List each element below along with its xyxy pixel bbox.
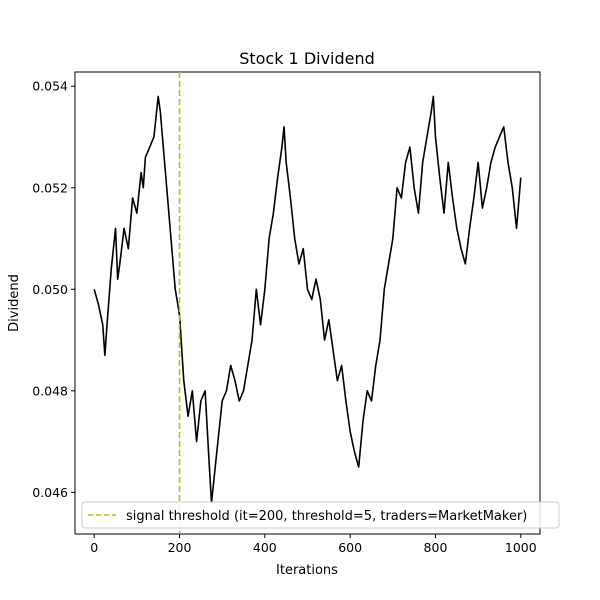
dividend-line (93, 95, 522, 504)
y-axis-label: Dividend (7, 274, 22, 332)
x-tick-label-0: 0 (90, 540, 98, 555)
y-tick-label-0.054: 0.054 (32, 79, 68, 94)
legend-label: signal threshold (it=200, threshold=5, t… (126, 509, 527, 524)
y-tick-label-0.050: 0.050 (32, 282, 68, 297)
y-tick-label-0.048: 0.048 (32, 383, 68, 398)
x-tick-label-1000: 1000 (505, 540, 537, 555)
y-tick-label-0.046: 0.046 (32, 485, 68, 500)
legend: signal threshold (it=200, threshold=5, t… (81, 501, 560, 529)
plot-frame (74, 71, 541, 535)
x-tick-label-200: 200 (168, 540, 192, 555)
y-tick-label-0.052: 0.052 (32, 180, 68, 195)
x-tick-label-800: 800 (424, 540, 448, 555)
plot-area (74, 71, 541, 535)
x-tick-label-400: 400 (253, 540, 277, 555)
series-layer (93, 72, 522, 534)
legend-box (81, 501, 560, 529)
x-axis-label: Iterations (276, 563, 338, 578)
chart-title: Stock 1 Dividend (239, 49, 375, 68)
y-axis: 0.046 0.048 0.050 0.052 0.054 (32, 79, 75, 500)
x-tick-label-600: 600 (338, 540, 362, 555)
x-axis: 0 200 400 600 800 1000 (90, 534, 537, 555)
